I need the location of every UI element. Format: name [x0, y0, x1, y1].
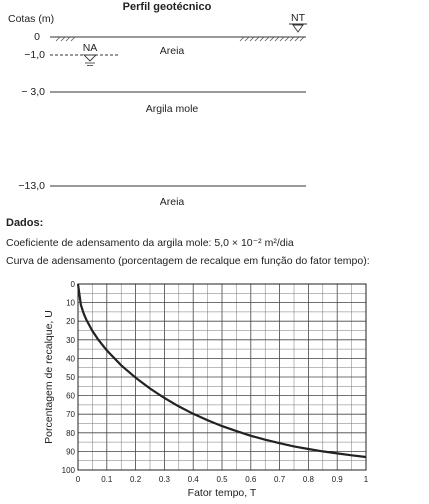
x-tick-label: 0 [76, 475, 81, 484]
y-tick-label: 60 [66, 392, 75, 401]
data-heading: Dados: [6, 217, 44, 229]
layer-name-soft-clay: Argila mole [146, 103, 199, 115]
elevation-label-1: −1,0 [24, 49, 45, 61]
x-tick-label: 0.4 [188, 475, 200, 484]
geotechnical-profile: Perfil geotécnico Cotas (m) NT 0 −1,0 − … [8, 1, 307, 208]
curve-intro-text: Curva de adensamento (porcentagem de rec… [6, 255, 370, 267]
x-axis-label: Fator tempo, T [188, 487, 257, 499]
data-section: Dados: Coeficiente de adensamento da arg… [6, 217, 426, 273]
y-tick-label: 90 [66, 447, 75, 456]
water-marker-label: NA [83, 42, 98, 54]
x-tick-label: 0.8 [303, 475, 315, 484]
ground-hatch-right [239, 36, 305, 42]
elevation-label-13: −13,0 [18, 180, 45, 192]
x-tick-label: 0.3 [159, 475, 171, 484]
chart-frame [77, 283, 367, 471]
water-marker-triangle-icon [82, 54, 98, 62]
elevation-label-3: − 3,0 [21, 86, 45, 98]
elevation-axis-label: Cotas (m) [8, 13, 54, 25]
x-tick-label: 1 [364, 475, 369, 484]
x-tick-label: 0.1 [101, 475, 113, 484]
y-tick-label: 50 [66, 373, 75, 382]
coefficient-text: Coeficiente de adensamento da argila mol… [6, 237, 294, 249]
y-tick-label: 20 [66, 317, 75, 326]
elevation-label-0: 0 [34, 31, 40, 43]
ground-marker-triangle-icon [292, 24, 304, 33]
x-tick-label: 0.6 [245, 475, 257, 484]
layer-name-lower-sand: Areia [160, 196, 185, 208]
y-tick-label: 10 [66, 299, 75, 308]
x-tick-label: 0.5 [216, 475, 228, 484]
x-tick-label: 0.7 [274, 475, 286, 484]
chart-ticks: 0 0.1 0.2 0.3 0.4 0.5 0.6 0.7 0.8 0.9 101020304050… [62, 280, 369, 484]
consolidation-chart: 0 0.1 0.2 0.3 0.4 0.5 0.6 0.7 0.8 0.9 101020304050… [43, 280, 369, 499]
y-tick-label: 40 [66, 354, 75, 363]
profile-title: Perfil geotécnico [123, 1, 212, 13]
layer-name-upper-sand: Areia [160, 45, 185, 57]
y-axis-label: Porcentagem de recalque, U [43, 310, 55, 444]
x-tick-label: 0.2 [130, 475, 142, 484]
y-tick-label: 100 [62, 466, 76, 475]
y-tick-label: 70 [66, 410, 75, 419]
y-tick-label: 0 [71, 280, 76, 289]
consolidation-curve [76, 283, 367, 459]
chart-grid [77, 283, 367, 471]
ground-hatch-left [55, 36, 76, 42]
ground-marker-label: NT [291, 12, 306, 24]
y-tick-label: 80 [66, 429, 75, 438]
x-tick-label: 0.9 [332, 475, 344, 484]
y-tick-label: 30 [66, 336, 75, 345]
